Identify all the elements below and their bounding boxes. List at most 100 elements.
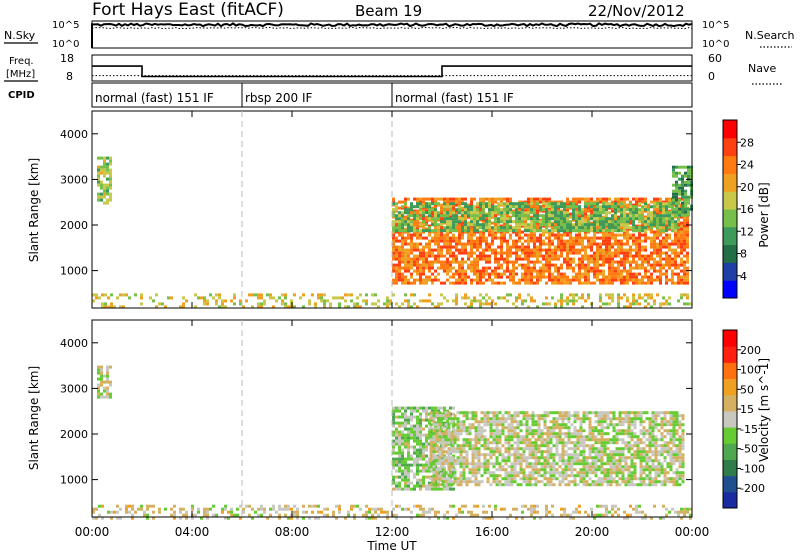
echo-cell	[489, 423, 493, 427]
echo-cell	[431, 223, 434, 227]
echo-cell	[461, 217, 464, 221]
echo-cell	[674, 239, 677, 243]
echo-cell	[591, 471, 595, 475]
echo-cell	[103, 174, 106, 178]
echo-cell	[570, 423, 574, 427]
echo-cell	[100, 198, 103, 202]
echo-cell	[470, 242, 473, 246]
echo-cell	[500, 229, 503, 233]
echo-cell	[462, 459, 466, 463]
echo-cell	[558, 429, 562, 433]
echo-cell	[608, 236, 611, 240]
echo-cell	[548, 239, 551, 243]
echo-cell	[573, 444, 577, 448]
echo-cell	[290, 299, 293, 303]
echo-cell	[536, 272, 539, 276]
echo-cell	[647, 257, 650, 261]
echo-cell	[602, 275, 605, 279]
echo-cell	[644, 260, 647, 264]
echo-cell	[494, 302, 497, 306]
echo-cell	[440, 251, 443, 255]
echo-cell	[435, 435, 439, 439]
echo-cell	[572, 260, 575, 264]
echo-cell	[602, 278, 605, 282]
echo-cell	[413, 229, 416, 233]
echo-cell	[560, 236, 563, 240]
echo-cell	[557, 257, 560, 261]
echo-cell	[590, 236, 593, 240]
echo-cell	[564, 411, 568, 415]
echo-cell	[459, 411, 463, 415]
echo-cell	[452, 275, 455, 279]
echo-cell	[106, 374, 109, 378]
echo-cell	[431, 197, 434, 201]
echo-cell	[611, 226, 614, 230]
echo-cell	[443, 487, 446, 491]
echo-cell	[611, 296, 614, 300]
echo-cell	[504, 438, 508, 442]
echo-cell	[422, 229, 425, 233]
echo-cell	[413, 484, 416, 488]
echo-cell	[608, 245, 611, 249]
echo-cell	[569, 215, 572, 219]
echo-cell	[401, 475, 404, 479]
echo-cell	[513, 471, 517, 475]
echo-cell	[434, 229, 437, 233]
echo-cell	[419, 406, 422, 410]
echo-cell	[392, 208, 395, 212]
echo-cell	[531, 414, 535, 418]
echo-cell	[659, 275, 662, 279]
echo-cell	[525, 441, 529, 445]
echo-cell	[611, 209, 614, 213]
echo-cell	[531, 447, 535, 451]
echo-cell	[407, 229, 410, 233]
echo-cell	[564, 435, 568, 439]
echo-cell	[681, 204, 684, 208]
echo-cell	[536, 214, 539, 218]
echo-cell	[530, 200, 533, 204]
echo-cell	[398, 278, 401, 282]
echo-cell	[485, 229, 488, 233]
echo-cell	[416, 221, 419, 225]
echo-cell	[675, 198, 678, 202]
echo-cell	[543, 483, 547, 487]
echo-cell	[533, 251, 536, 255]
echo-cell	[626, 197, 629, 201]
echo-cell	[525, 432, 529, 436]
echo-cell	[446, 220, 449, 224]
echo-cell	[552, 423, 556, 427]
echo-cell	[419, 242, 422, 246]
echo-cell	[464, 260, 467, 264]
echo-cell	[419, 223, 422, 227]
echo-cell	[560, 229, 563, 233]
echo-cell	[518, 281, 521, 285]
echo-cell	[561, 411, 565, 415]
echo-cell	[450, 480, 454, 484]
echo-cell	[506, 220, 509, 224]
echo-cell	[569, 236, 572, 240]
echo-cell	[97, 171, 100, 175]
echo-cell	[533, 239, 536, 243]
echo-cell	[605, 233, 608, 237]
echo-cell	[641, 248, 644, 252]
echo-cell	[542, 217, 545, 221]
echo-cell	[413, 445, 416, 449]
echo-cell	[489, 456, 493, 460]
echo-cell	[434, 427, 437, 431]
echo-cell	[593, 257, 596, 261]
echo-cell	[474, 450, 478, 454]
echo-cell	[410, 445, 413, 449]
echo-cell	[548, 209, 551, 213]
echo-cell	[579, 417, 583, 421]
echo-cell	[492, 447, 496, 451]
echo-cell	[656, 254, 659, 258]
echo-cell	[674, 226, 677, 230]
echo-cell	[425, 466, 428, 470]
echo-cell	[602, 229, 605, 233]
echo-cell	[470, 263, 473, 267]
echo-cell	[662, 208, 665, 212]
echo-cell	[308, 299, 311, 303]
echo-cell	[392, 406, 395, 410]
echo-cell	[449, 260, 452, 264]
echo-cell	[440, 406, 443, 410]
